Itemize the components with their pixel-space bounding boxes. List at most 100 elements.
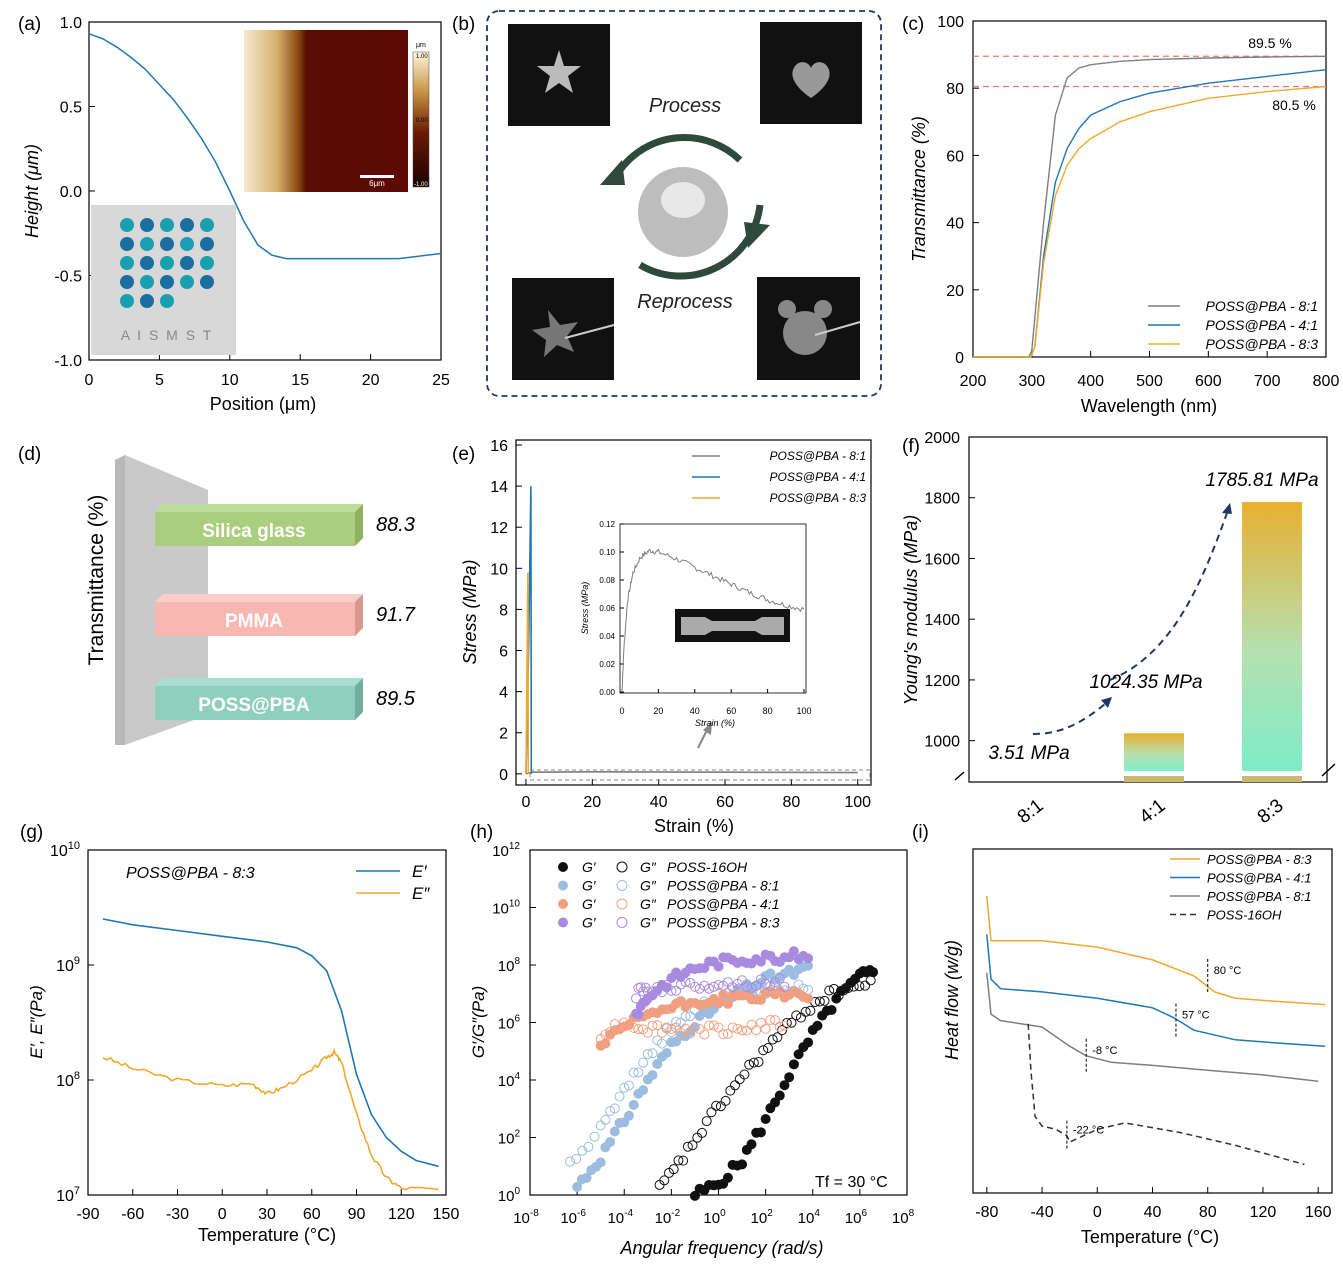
h-data-point xyxy=(647,1070,658,1081)
d-bar-label: Silica glass xyxy=(202,521,306,542)
panel-e-zoom-box xyxy=(529,769,871,781)
e-series-line xyxy=(525,770,858,775)
c-xtick-label: 200 xyxy=(960,373,987,390)
panel-b-frame xyxy=(486,10,882,397)
h-xtick-label: 10-6 xyxy=(560,1208,586,1227)
panel-h-legend: G′ G″ POSS-16OH G′ G″ POSS@PBA - 8:1 G′ G″ POSS@… xyxy=(558,859,780,931)
h-legend-g1: G′ xyxy=(582,915,597,931)
h-data-point xyxy=(722,998,733,1009)
h-legend-sample: POSS@PBA - 8:3 xyxy=(667,915,780,931)
h-data-point xyxy=(633,1024,644,1035)
h-data-point xyxy=(619,1082,630,1093)
e-inset-ytick-label: 0.10 xyxy=(599,548,615,557)
a-xtick-label: 5 xyxy=(155,372,164,389)
h-data-point xyxy=(744,1059,755,1070)
h-data-point xyxy=(659,1175,670,1186)
h-ytick-label: 108 xyxy=(498,956,521,975)
h-data-point xyxy=(600,1029,611,1040)
h-data-point xyxy=(682,1141,693,1152)
g-xtick-label: 120 xyxy=(388,1206,415,1223)
h-data-point xyxy=(751,980,762,991)
e-ytick-label: 6 xyxy=(499,644,508,661)
h-data-point xyxy=(819,995,830,1006)
g-legend-label: E″ xyxy=(412,884,430,903)
panel-e-inset: 0 20 40 60 80 100 0.00 0.02 0.04 0.06 0.08 0.10 0.12 xyxy=(599,520,811,716)
h-legend-marker-g1 xyxy=(558,862,568,872)
panel-g-xlabel: Temperature (°C) xyxy=(198,1225,336,1245)
h-ytick-label: 1012 xyxy=(492,841,520,860)
d-value-label: 89.5 xyxy=(376,688,416,710)
pattern-dot xyxy=(160,218,174,232)
h-data-point xyxy=(779,1080,790,1091)
h-xtick-label: 100 xyxy=(703,1208,726,1227)
panel-d-label: (d) xyxy=(18,444,41,465)
pattern-dot xyxy=(160,237,174,251)
a-xtick-label: 10 xyxy=(221,372,239,389)
h-ytick-label: 106 xyxy=(498,1014,521,1033)
h-data-point xyxy=(755,994,766,1005)
h-data-point xyxy=(704,983,715,994)
h-data-point xyxy=(805,1005,816,1016)
h-data-point xyxy=(729,1080,740,1091)
panel-e-frame xyxy=(515,439,872,786)
e-inset-xtick-label: 100 xyxy=(796,706,811,716)
h-data-point xyxy=(609,1126,620,1137)
trend-arrow-1-head-icon xyxy=(1101,697,1112,708)
e-legend-label: POSS@PBA - 4:1 xyxy=(770,470,866,484)
e-inset-xtick-label: 80 xyxy=(763,706,773,716)
panel-e-label: (e) xyxy=(452,444,475,465)
i-xtick-label: 120 xyxy=(1250,1204,1277,1221)
panel-a-xlabel: Position (μm) xyxy=(210,394,316,414)
trend-arrow-1 xyxy=(1032,699,1111,735)
e-inset-line xyxy=(621,548,805,693)
h-data-point xyxy=(638,1085,649,1096)
h-data-point xyxy=(668,1164,679,1175)
h-data-point xyxy=(708,981,719,992)
h-data-point xyxy=(762,1043,773,1054)
panel-h-xlabel: Angular frequency (rad/s) xyxy=(619,1238,823,1258)
f-category-label: 8:3 xyxy=(1254,795,1288,828)
panel-a-ylabel: Height (μm) xyxy=(22,144,42,238)
h-data-point xyxy=(678,1155,689,1166)
h-data-point xyxy=(779,1020,790,1031)
panel-i-lines: 80 °C 57 °C -8 °C -22 °C xyxy=(986,895,1326,1166)
pattern-dot xyxy=(200,275,214,289)
reprocess-label: Reprocess xyxy=(637,291,733,313)
pattern-dot xyxy=(180,275,194,289)
h-data-point xyxy=(614,1091,625,1102)
a-ytick-label: -1.0 xyxy=(54,353,82,370)
panel-h-points xyxy=(565,946,879,1201)
pattern-dot xyxy=(180,256,194,270)
star-held-icon xyxy=(532,310,578,357)
i-transition-label: 80 °C xyxy=(1214,965,1242,977)
g-ytick-label: 1010 xyxy=(50,840,80,860)
h-data-point xyxy=(727,1022,738,1033)
h-legend-g2: G″ xyxy=(640,915,657,931)
g-xtick-label: 0 xyxy=(218,1206,227,1223)
g-xtick-label: 90 xyxy=(348,1206,366,1223)
e-inset-ytick-label: 0.08 xyxy=(599,576,615,585)
h-data-point xyxy=(619,1117,630,1128)
i-series-line xyxy=(1027,1023,1305,1166)
a-xtick-label: 0 xyxy=(85,372,94,389)
panel-d-bars: Silica glass 88.3 PMMA 91.7 POSS@PBA 89.5 xyxy=(155,504,416,720)
h-data-point xyxy=(868,967,879,978)
h-data-point xyxy=(793,1049,804,1060)
panel-e-xlabel: Strain (%) xyxy=(654,816,734,836)
tweezers-icon xyxy=(564,324,615,339)
afm-colorbar-mid: 0.00 xyxy=(416,118,428,124)
g-xtick-label: 30 xyxy=(258,1206,276,1223)
e-ytick-label: 10 xyxy=(490,561,508,578)
h-ytick-label: 104 xyxy=(498,1071,521,1090)
e-ytick-label: 16 xyxy=(490,438,508,455)
e-ytick-label: 0 xyxy=(499,767,508,784)
panel-g-legend: E′ E″ xyxy=(356,862,430,903)
h-data-point xyxy=(628,1067,639,1078)
h-data-point xyxy=(623,1080,634,1091)
h-data-point xyxy=(774,1090,785,1101)
f-ytick-label: 1000 xyxy=(924,734,960,751)
heart-icon xyxy=(792,62,830,98)
panel-c: (c) 200 300 400 500 600 700 800 0 20 40 60 80 100 89… xyxy=(902,14,1339,416)
h-data-point xyxy=(753,1057,764,1068)
h-data-point xyxy=(746,1019,757,1030)
